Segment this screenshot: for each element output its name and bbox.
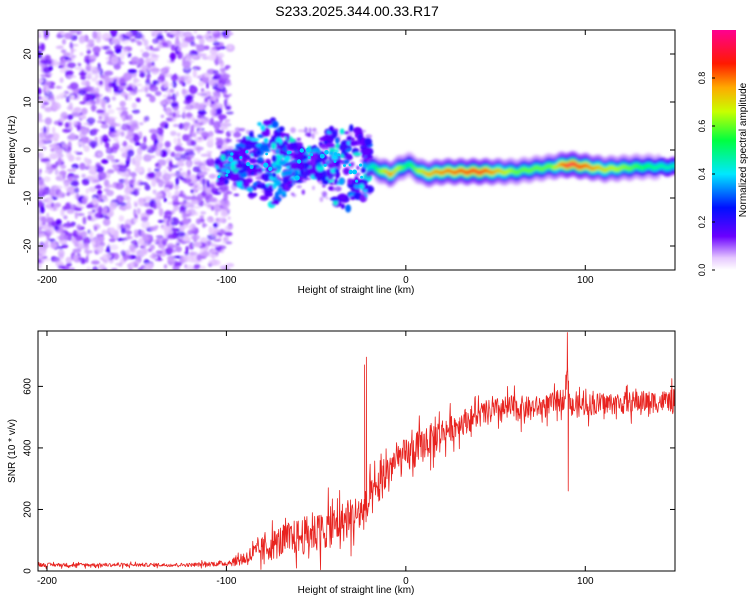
x-tick-label: 100 — [577, 576, 594, 587]
x-tick-label: -200 — [37, 576, 57, 587]
y-tick-label: 400 — [23, 439, 34, 456]
x-tick-label: 0 — [403, 576, 409, 587]
colorbar-tick-label: 0.8 — [697, 72, 707, 85]
x-tick-label: -100 — [216, 576, 236, 587]
y-tick-label: 20 — [23, 48, 34, 60]
colorbar-tick-label: 0.2 — [697, 216, 707, 229]
x-tick-label: -100 — [216, 275, 236, 286]
colorbar-tick-label: 0.4 — [697, 168, 707, 181]
figure-title: S233.2025.344.00.33.R17 — [275, 3, 439, 19]
snr-frame — [37, 330, 676, 572]
colorbar-label: Normalized spectral amplitude — [738, 82, 749, 217]
x-tick-label: 100 — [577, 275, 594, 286]
snr-y-ticks: 0 200 400 600 — [23, 378, 675, 574]
y-tick-label: 600 — [23, 378, 34, 395]
y-tick-label: 200 — [23, 501, 34, 518]
spectrogram-noise — [38, 30, 373, 270]
snr-plot: -200 -100 0 100 0 200 400 600 Height of straig… — [7, 330, 676, 596]
snr-x-axis-label: Height of straight line (km) — [298, 585, 415, 596]
y-tick-label: -10 — [23, 190, 34, 205]
x-tick-label: -200 — [37, 275, 57, 286]
x-tick-label: 0 — [403, 275, 409, 286]
colorbar-tick-label: 0.6 — [697, 120, 707, 133]
colorbar-gradient — [712, 30, 736, 270]
spectrogram-y-ticks: 20 10 0 -10 -20 — [23, 48, 675, 253]
y-tick-label: 0 — [23, 147, 34, 153]
spectrogram-x-axis-label: Height of straight line (km) — [298, 285, 415, 296]
y-tick-label: 10 — [23, 96, 34, 108]
colorbar-ticks: 0.0 0.2 0.4 0.6 0.8 — [697, 72, 715, 277]
spectrogram-x-ticks: -200 -100 0 100 — [37, 30, 594, 286]
colorbar: 0.0 0.2 0.4 0.6 0.8 Normalized spectral ampl… — [697, 30, 749, 276]
y-tick-label: 0 — [23, 568, 34, 574]
snr-y-axis-label: SNR (10 * v/v) — [7, 419, 18, 483]
spectrogram-signal-track — [214, 117, 675, 213]
snr-series-line — [38, 332, 675, 571]
y-tick-label: -20 — [23, 238, 34, 253]
spectrogram-y-axis-label: Frequency (Hz) — [7, 116, 18, 185]
snr-x-ticks: -200 -100 0 100 — [37, 331, 594, 587]
colorbar-tick-label: 0.0 — [697, 264, 707, 277]
